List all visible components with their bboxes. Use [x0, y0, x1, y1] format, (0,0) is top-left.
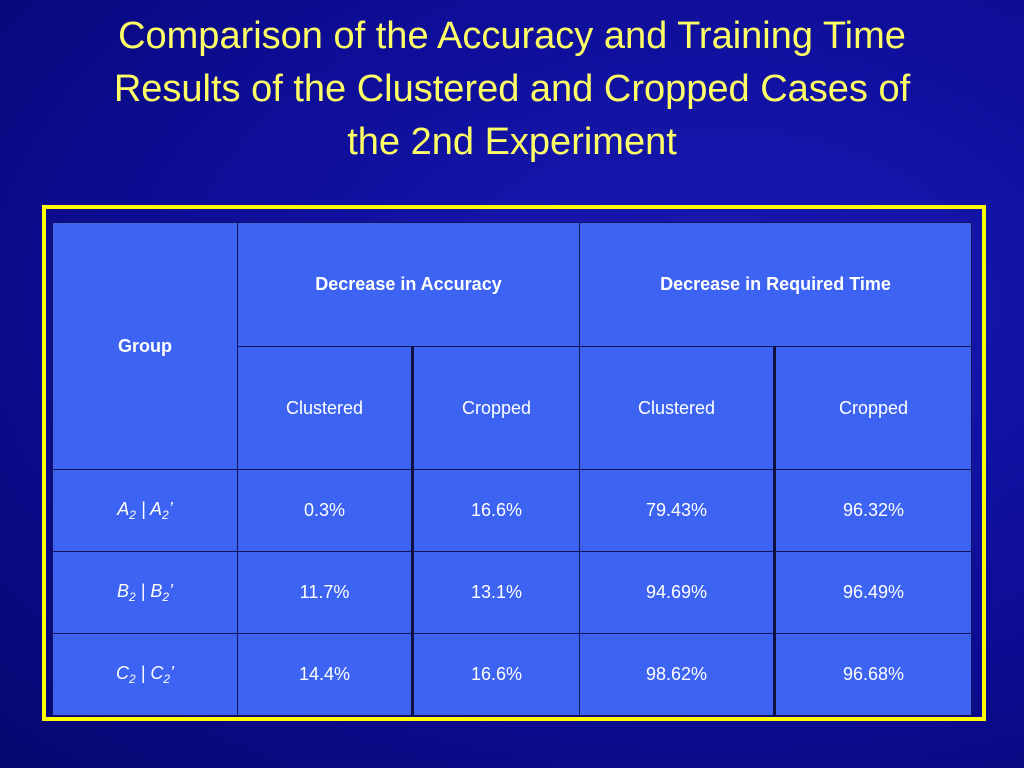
title-line-2: Results of the Clustered and Cropped Cas…	[113, 68, 911, 110]
value-cell: 96.68%	[774, 633, 972, 716]
sub-header-accuracy-clustered: Clustered	[237, 346, 414, 470]
table-row: C2 | C2’ 14.4% 16.6% 98.62% 96.68%	[52, 633, 972, 716]
table-row: B2 | B2’ 11.7% 13.1% 94.69% 96.49%	[52, 551, 972, 634]
value-cell: 94.69%	[579, 551, 776, 634]
results-table: Group Decrease in Accuracy Decrease in R…	[52, 222, 972, 716]
time-header: Decrease in Required Time	[579, 222, 972, 347]
title-line-1: Comparison of the Accuracy and Training …	[118, 15, 906, 57]
value-cell: 13.1%	[412, 551, 580, 634]
value-cell: 96.49%	[774, 551, 972, 634]
group-cell: A2 | A2’	[52, 469, 238, 552]
value-cell: 16.6%	[412, 633, 580, 716]
sub-header-time-cropped: Cropped	[774, 346, 972, 470]
accuracy-header: Decrease in Accuracy	[237, 222, 580, 347]
slide-title: Comparison of the Accuracy and Training …	[20, 10, 1004, 169]
sub-header-accuracy-cropped: Cropped	[412, 346, 580, 470]
value-cell: 14.4%	[237, 633, 414, 716]
group-header: Group	[52, 222, 238, 470]
table-frame	[42, 205, 986, 721]
group-cell: B2 | B2’	[52, 551, 238, 634]
value-cell: 11.7%	[237, 551, 414, 634]
group-cell: C2 | C2’	[52, 633, 238, 716]
value-cell: 16.6%	[412, 469, 580, 552]
value-cell: 96.32%	[774, 469, 972, 552]
value-cell: 0.3%	[237, 469, 414, 552]
table-row: A2 | A2’ 0.3% 16.6% 79.43% 96.32%	[52, 469, 972, 552]
value-cell: 98.62%	[579, 633, 776, 716]
title-line-3: the 2nd Experiment	[347, 121, 677, 163]
sub-header-time-clustered: Clustered	[579, 346, 776, 470]
value-cell: 79.43%	[579, 469, 776, 552]
